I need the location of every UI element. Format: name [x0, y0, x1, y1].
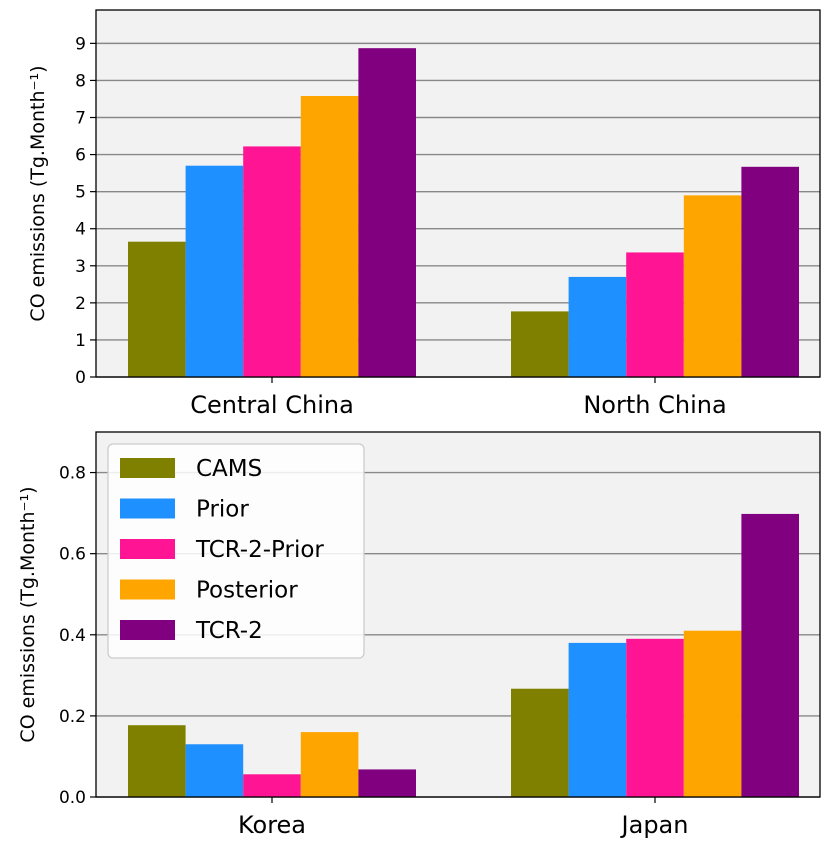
legend-swatch — [120, 620, 175, 640]
legend-label: CAMS — [196, 456, 262, 482]
y-axis-label: CO emissions (Tg.Month⁻¹) — [27, 65, 49, 321]
y-tick-label: 1 — [75, 331, 86, 351]
y-tick-label: 6 — [75, 146, 86, 166]
y-tick-label: 5 — [75, 183, 86, 203]
bar-posterior-korea — [300, 732, 359, 797]
bar-tcr-2-central-china — [358, 48, 416, 377]
legend: CAMS Prior TCR-2-Prior Posterior TCR-2 — [107, 443, 365, 659]
y-tick-label: 2 — [75, 294, 86, 314]
y-tick-label: 3 — [75, 257, 86, 277]
legend-label: TCR-2 — [195, 618, 263, 644]
y-tick-label: 7 — [75, 109, 86, 129]
y-tick-label: 0.8 — [59, 464, 86, 484]
bar-posterior-central-china — [300, 96, 359, 378]
bar-posterior-north-china — [683, 195, 742, 377]
bar-prior-korea — [185, 744, 244, 797]
x-category-label: Japan — [620, 811, 689, 839]
y-tick-label: 0.6 — [59, 545, 86, 565]
legend-swatch — [120, 539, 175, 559]
bar-prior-japan — [568, 642, 627, 797]
x-category-label: Korea — [238, 811, 306, 839]
y-tick-label: 9 — [75, 34, 86, 54]
chart-panel-bottom: 0.0 0.2 0.4 0.6 0.8 Korea Japan CO emissions (T… — [17, 431, 821, 839]
y-tick-label: 0.2 — [59, 707, 86, 727]
legend-swatch — [120, 458, 175, 478]
x-category-label: Central China — [190, 391, 354, 419]
bar-prior-central-china — [185, 165, 244, 377]
y-tick-label: 0.4 — [59, 626, 86, 646]
axes-frame — [95, 9, 821, 378]
y-tick-label: 0 — [75, 368, 86, 388]
legend-label: Posterior — [196, 578, 298, 604]
legend-label: TCR-2-Prior — [195, 537, 324, 563]
bar-cams-north-china — [511, 311, 569, 377]
legend-swatch — [120, 579, 175, 600]
legend-swatch — [120, 498, 175, 519]
bar-tcr-2-japan — [741, 513, 799, 797]
bar-cams-korea — [128, 725, 186, 797]
legend-label: Prior — [196, 497, 249, 523]
y-tick-label: 0.0 — [59, 788, 86, 808]
y-tick-label: 8 — [75, 71, 86, 91]
bar-cams-japan — [511, 688, 569, 797]
legend-box — [107, 443, 365, 659]
bar-tcr-2-prior-japan — [626, 638, 684, 797]
bar-posterior-japan — [683, 630, 742, 797]
bar-prior-north-china — [568, 276, 627, 377]
bar-tcr-2-korea — [358, 769, 416, 797]
y-axis-label: CO emissions (Tg.Month⁻¹) — [17, 486, 39, 742]
bar-cams-central-china — [128, 241, 186, 377]
bar-tcr-2-prior-north-china — [626, 252, 684, 377]
bar-tcr-2-prior-central-china — [243, 146, 301, 377]
x-category-label: North China — [583, 391, 726, 419]
bar-tcr-2-north-china — [741, 166, 799, 377]
y-tick-label: 4 — [75, 220, 86, 240]
axes-frame — [95, 431, 821, 798]
chart-panel-top: 0 1 2 3 4 5 6 7 8 9 Central China North China CO emi… — [27, 9, 821, 419]
bar-tcr-2-prior-korea — [243, 774, 301, 797]
